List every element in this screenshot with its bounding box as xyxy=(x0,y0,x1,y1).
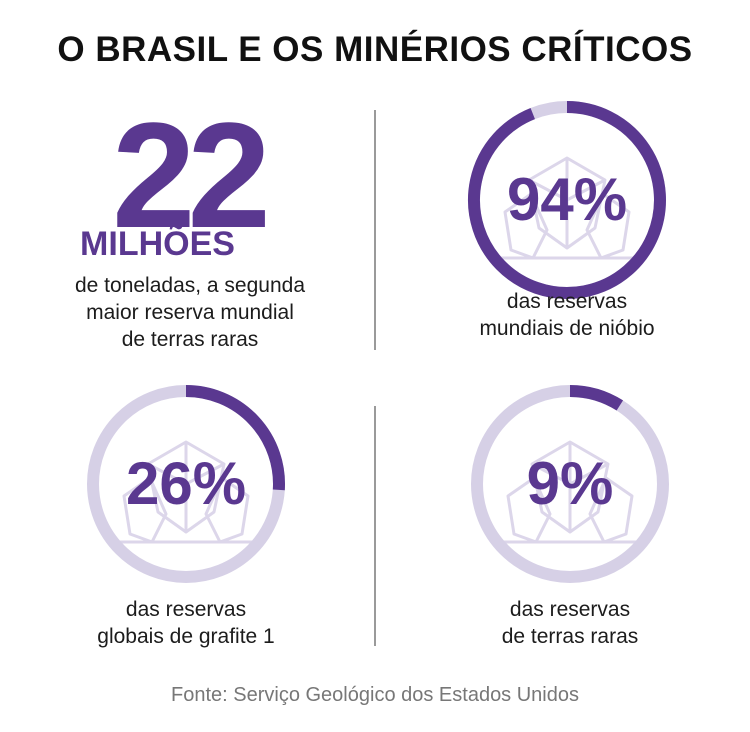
page-title: O BRASIL E OS MINÉRIOS CRÍTICOS xyxy=(57,30,693,69)
gauge-value-arc xyxy=(569,385,624,411)
caption-line: das reservas xyxy=(506,290,628,313)
caption-line: maior reserva mundial xyxy=(86,301,294,324)
crystal-icon xyxy=(114,440,258,544)
gauge-value-label: 26% xyxy=(126,450,246,517)
crystal-icon xyxy=(498,440,642,544)
gauge-graphite: 26% xyxy=(87,385,285,583)
gauge-graphite-caption: das reservas globais de grafite 1 xyxy=(46,596,326,650)
caption-line: globais de grafite 1 xyxy=(97,625,275,648)
gauge-value-arc xyxy=(467,101,666,299)
highlight-unit: MILHÕES xyxy=(80,225,235,263)
caption-line: de terras raras xyxy=(501,625,639,648)
highlight-caption: de toneladas, a segunda maior reserva mu… xyxy=(40,272,340,353)
caption-line: mundiais de nióbio xyxy=(479,317,655,340)
gauge-value-label: 94% xyxy=(507,166,627,233)
gauge-value-arc xyxy=(185,385,285,491)
gauge-niobium: 94% xyxy=(467,101,666,299)
gauge-value-label: 9% xyxy=(527,450,614,517)
gauge-niobium-caption: das reservas mundiais de nióbio xyxy=(427,288,707,342)
caption-line: das reservas xyxy=(125,598,247,621)
caption-line: das reservas xyxy=(509,598,631,621)
caption-line: de terras raras xyxy=(121,328,259,351)
vertical-divider-bottom xyxy=(374,406,376,646)
source-note: Fonte: Serviço Geológico dos Estados Uni… xyxy=(171,684,579,706)
caption-line: de toneladas, a segunda xyxy=(74,274,306,297)
highlight-value: 22 xyxy=(112,91,271,259)
gauge-rare-earths-caption: das reservas de terras raras xyxy=(430,596,710,650)
gauge-rare-earths: 9% xyxy=(471,385,669,583)
crystal-icon xyxy=(495,156,639,260)
vertical-divider-top xyxy=(374,110,376,350)
